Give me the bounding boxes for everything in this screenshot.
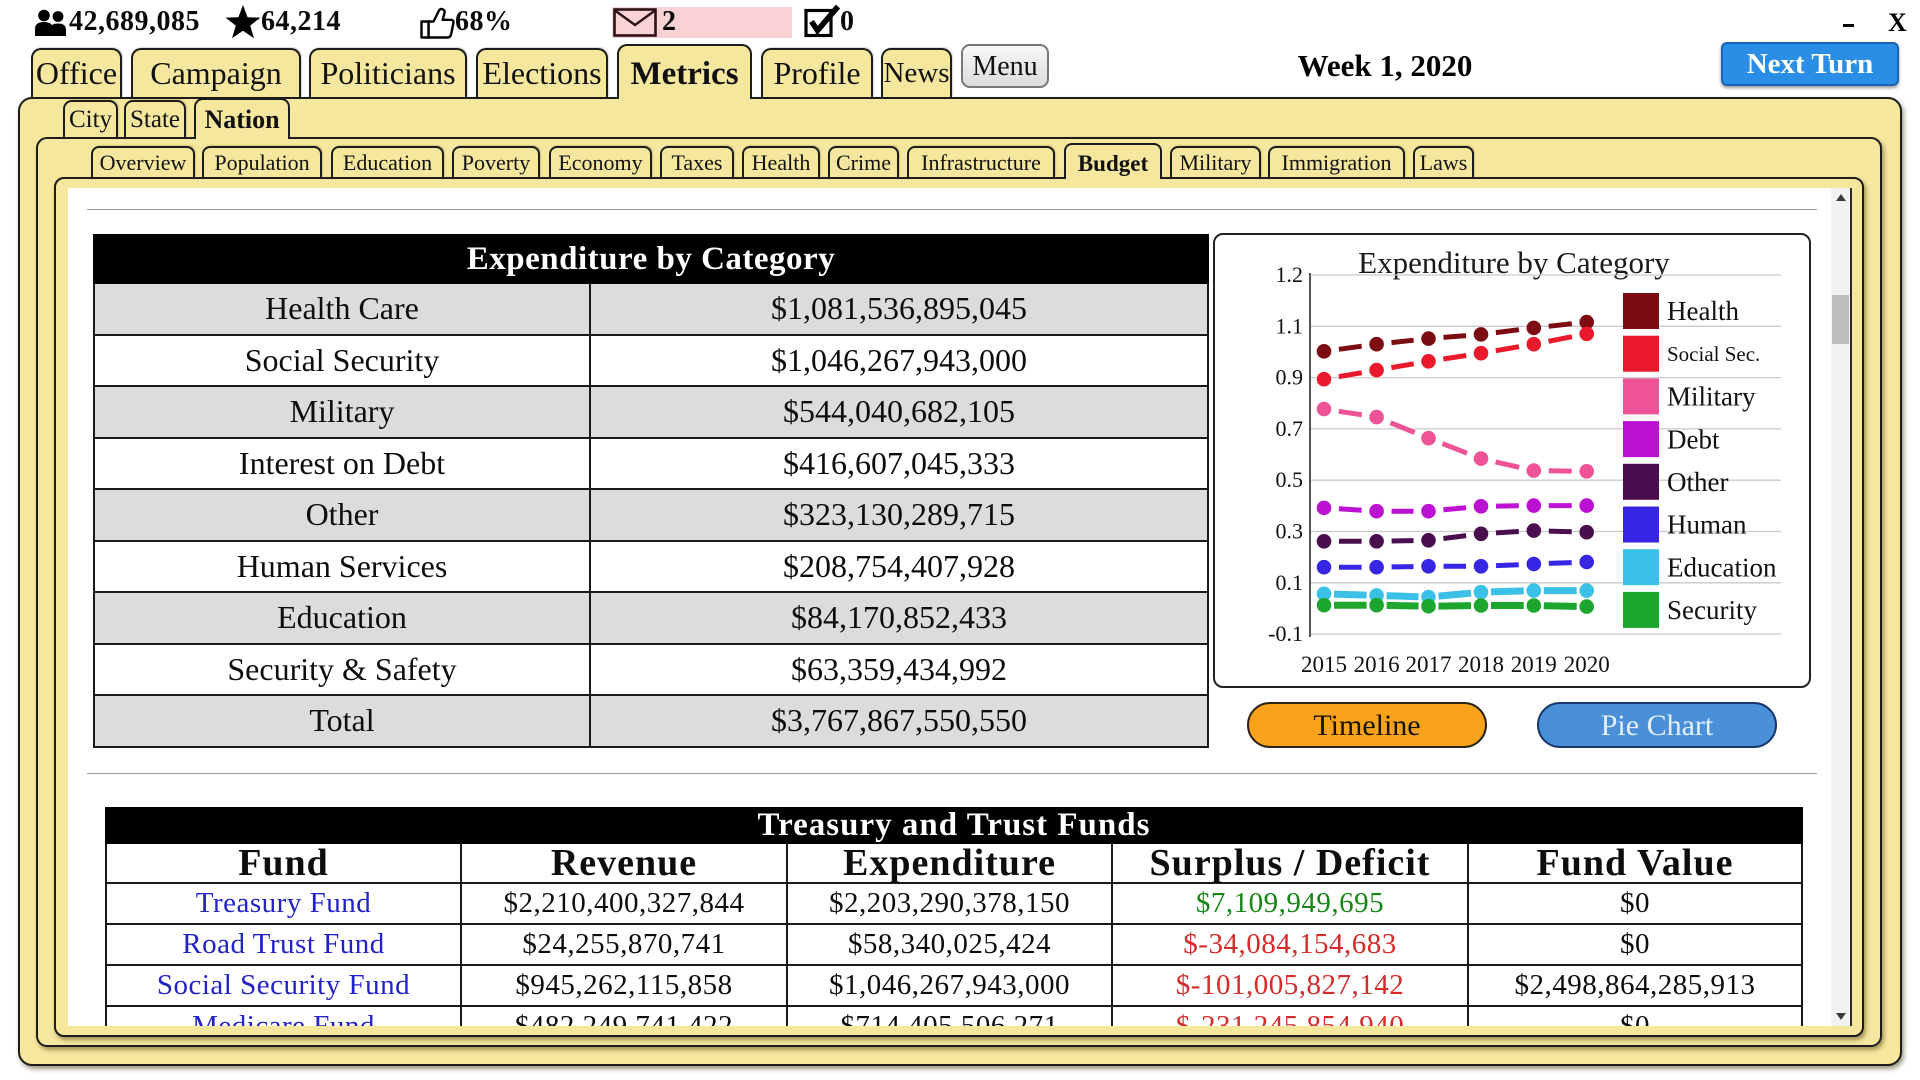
svg-text:Military: Military [1667,382,1756,412]
svg-text:Debt: Debt [1667,424,1720,454]
svg-text:2020: 2020 [1564,652,1610,677]
svg-text:Expenditure by Category: Expenditure by Category [1358,245,1670,280]
svg-text:2017: 2017 [1406,652,1452,677]
svg-text:1.1: 1.1 [1276,313,1304,338]
svg-text:0.3: 0.3 [1276,519,1304,544]
svg-text:0.7: 0.7 [1276,416,1304,441]
svg-text:1.2: 1.2 [1276,262,1304,287]
svg-text:Security: Security [1667,595,1757,625]
svg-text:Human: Human [1667,510,1747,540]
svg-text:2016: 2016 [1354,652,1400,677]
svg-text:0.5: 0.5 [1276,467,1304,492]
svg-text:Social Sec.: Social Sec. [1667,342,1760,366]
svg-text:Education: Education [1667,552,1777,582]
svg-text:0.9: 0.9 [1276,365,1304,390]
svg-text:Other: Other [1667,467,1728,497]
svg-text:-0.1: -0.1 [1268,621,1303,646]
svg-text:0.1: 0.1 [1276,570,1304,595]
svg-text:2015: 2015 [1301,652,1347,677]
svg-text:2019: 2019 [1511,652,1557,677]
svg-text:Health: Health [1667,296,1739,326]
svg-text:2018: 2018 [1458,652,1504,677]
